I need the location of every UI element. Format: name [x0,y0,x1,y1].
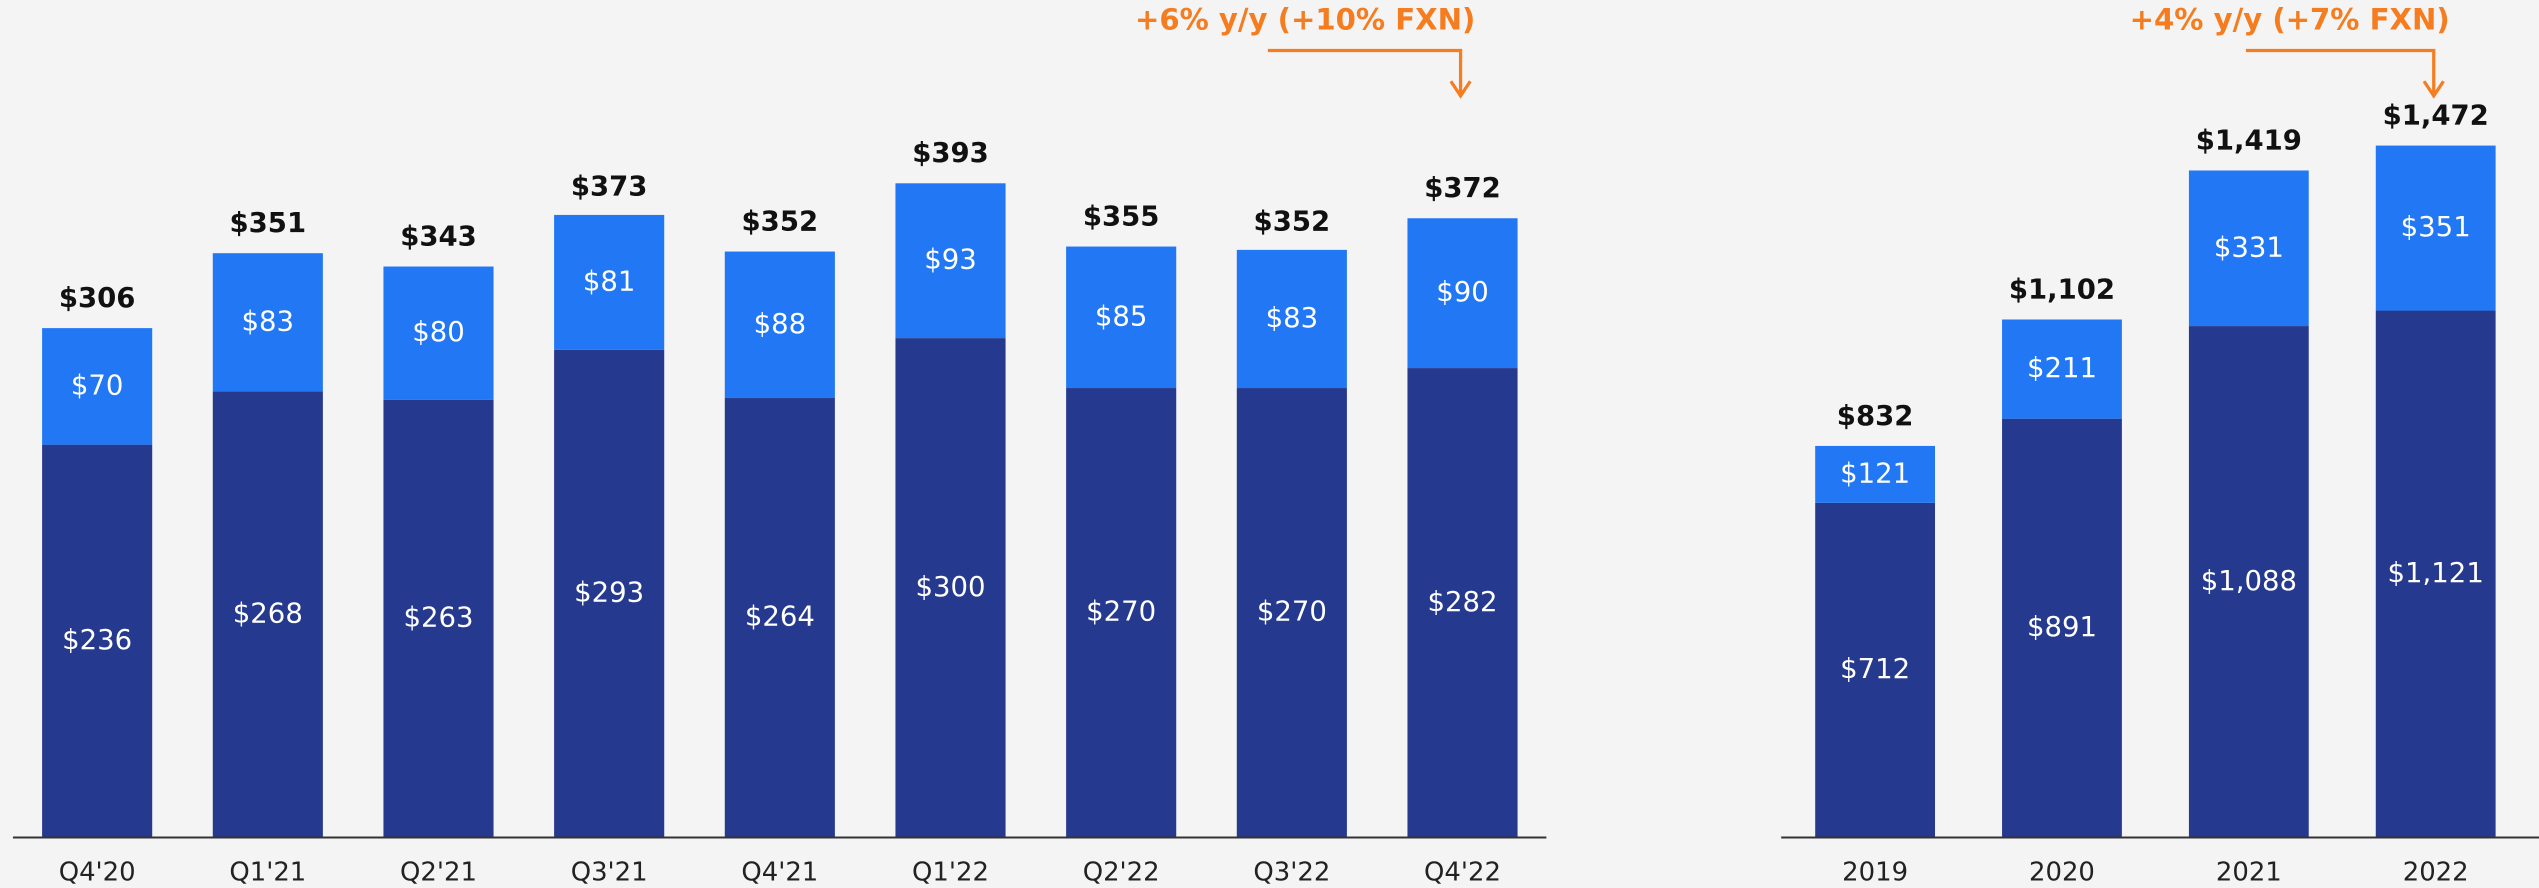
segment-label: $211 [2027,352,2097,384]
category-label: 2019 [1842,858,1908,888]
total-label: $306 [59,282,136,314]
total-label: $832 [1837,400,1914,432]
bar-segment [2375,145,2496,311]
bar-segment [554,349,665,838]
bar-segment [1815,445,1936,503]
total-label: $352 [742,205,819,237]
annotation: +4% y/y (+7% FXN) [2130,2,2450,36]
arrow-head [1449,80,1472,99]
segment-label: $90 [1436,276,1489,308]
category-label: 2020 [2029,858,2095,888]
category-label: 2022 [2403,858,2469,888]
category-label: Q3'21 [571,858,648,888]
bar-segment [383,266,494,400]
category-label: Q4'20 [59,858,136,888]
bar-segment [724,251,835,399]
bar-segment [2002,319,2122,419]
bar-segment [1815,502,1936,838]
annotation: +6% y/y (+10% FXN) [1135,2,1475,36]
bar-segment [383,399,494,838]
segment-label: $83 [1266,302,1319,334]
bar-segment [1236,388,1347,838]
segment-label: $263 [403,602,473,634]
category-label: Q4'22 [1424,858,1501,888]
total-label: $1,419 [2196,124,2302,156]
total-label: $352 [1254,205,1331,237]
total-label: $351 [230,207,307,239]
total-label: $373 [571,170,648,202]
segment-label: $81 [583,265,636,297]
bar-segment [1407,368,1518,838]
category-label: 2021 [2216,858,2282,888]
segment-label: $1,121 [2388,557,2484,589]
total-label: $1,472 [2383,99,2489,131]
bar-segment [42,444,153,838]
bar-segment [2188,170,2309,327]
segment-label: $70 [71,369,124,401]
segment-label: $300 [915,571,985,603]
bar-segment [724,398,835,838]
bar-segment [1066,246,1177,389]
bar-segment [2188,326,2309,838]
segment-label: $331 [2214,231,2284,263]
category-label: Q2'22 [1083,858,1160,888]
segment-label: $88 [754,308,807,340]
annotation-arrow [1267,48,1463,93]
segment-label: $270 [1257,596,1327,628]
annotation-arrow [2245,48,2436,93]
bar-segment [1236,249,1347,389]
segment-label: $264 [745,601,815,633]
segment-label: $270 [1086,596,1156,628]
arrow-head [2422,80,2445,99]
bar-segment [212,253,323,392]
category-label: Q4'21 [741,858,818,888]
segment-label: $268 [233,597,303,629]
segment-label: $351 [2401,211,2471,243]
segment-label: $712 [1840,653,1910,685]
segment-label: $80 [412,316,465,348]
total-label: $1,102 [2009,273,2115,305]
segment-label: $1,088 [2201,565,2297,597]
bar-segment [895,183,1006,339]
bar-segment [554,214,665,350]
category-label: Q1'22 [912,858,989,888]
segment-label: $121 [1840,457,1910,489]
bar-segment [2375,310,2496,838]
bar-segment [1407,218,1518,369]
total-label: $355 [1083,200,1160,232]
bar-segment [1066,388,1177,838]
segment-label: $282 [1428,586,1498,618]
bar-segment [212,391,323,838]
category-label: Q1'21 [229,858,306,888]
category-label: Q2'21 [400,858,477,888]
total-label: $393 [912,137,989,169]
segment-label: $93 [924,244,977,276]
category-label: Q3'22 [1253,858,1330,888]
segment-label: $891 [2027,611,2097,643]
bar-segment [895,338,1006,838]
total-label: $372 [1424,172,1501,204]
bar-segment [2002,418,2122,838]
segment-label: $85 [1095,300,1148,332]
segment-label: $293 [574,577,644,609]
segment-label: $83 [242,305,295,337]
bar-segment [42,328,153,445]
total-label: $343 [400,220,477,252]
segment-label: $236 [62,624,132,656]
